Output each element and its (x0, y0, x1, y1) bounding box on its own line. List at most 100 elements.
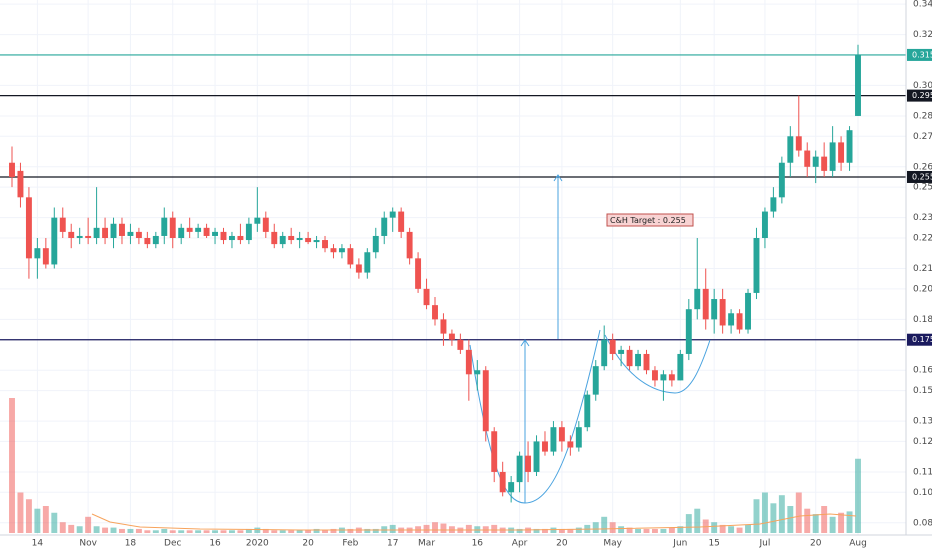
candle-body (245, 223, 252, 241)
candle-body (533, 441, 540, 472)
volume-bar (804, 508, 811, 533)
candle-body (609, 339, 616, 354)
volume-bar (169, 530, 176, 533)
volume-bar (728, 526, 735, 533)
volume-bar (372, 528, 379, 533)
candle-body (516, 455, 523, 483)
volume-bar (322, 530, 328, 533)
y-tick-label: 0.275 (913, 132, 932, 142)
volume-bar (76, 526, 83, 533)
volume-bar (85, 516, 92, 533)
volume-bar (25, 499, 32, 533)
handle-curve (604, 334, 711, 394)
candle-body (635, 353, 642, 367)
candle-body (262, 217, 269, 232)
volume-bar (144, 530, 151, 533)
candle-body (212, 231, 219, 236)
volume-bar (465, 524, 472, 533)
x-tick-label: Feb (342, 539, 358, 549)
volume-bar (195, 530, 202, 533)
volume-bar (778, 495, 785, 533)
candle-body (313, 240, 320, 243)
y-tick-label: 0.100 (913, 488, 932, 498)
candle-body (525, 455, 532, 472)
y-tick-label: 0.225 (913, 234, 932, 244)
volume-bar (119, 528, 125, 533)
candle-body (59, 217, 66, 232)
y-tick-label: 0.125 (913, 437, 932, 447)
x-tick-label: Aug (849, 539, 867, 549)
candle-body (203, 227, 210, 236)
volume-bar (135, 528, 142, 533)
candle-body (440, 319, 447, 334)
volume-bar (677, 526, 684, 533)
candle-body (372, 235, 379, 253)
volume-bar (93, 526, 100, 533)
candle-body (68, 231, 75, 239)
candle-body (685, 309, 692, 354)
volume-bar (542, 528, 548, 533)
volume-bar (212, 530, 219, 533)
candle-body (389, 211, 396, 218)
x-tick-label: 14 (32, 539, 44, 549)
candle-body (474, 370, 481, 375)
y-tick-label: 0.135 (913, 417, 932, 427)
candle-body (102, 227, 109, 239)
volume-bar (152, 530, 159, 533)
candle-body (355, 264, 362, 273)
candle-body (110, 223, 117, 239)
candle-body (711, 299, 718, 320)
y-tick-label: 0.250 (913, 183, 932, 193)
x-tick-label: 20 (556, 539, 568, 549)
candle-body (804, 150, 811, 167)
candle-body (736, 313, 743, 330)
candle-body (186, 227, 193, 232)
volume-bar (618, 526, 625, 533)
candle-body (178, 227, 185, 239)
candle-body (448, 333, 455, 340)
candle-body (347, 248, 354, 265)
arrow-head (520, 339, 530, 347)
candle-body (838, 142, 845, 163)
candle-body (254, 217, 261, 224)
volume-bar (533, 528, 540, 533)
candle-body (753, 238, 760, 293)
candle-body (778, 162, 785, 198)
candle-body (127, 231, 134, 236)
candle-body (381, 217, 388, 236)
candle-body (770, 197, 777, 212)
volume-bar (423, 524, 430, 533)
volume-bar (660, 528, 667, 533)
x-tick-label: 18 (125, 539, 137, 549)
candle-body (406, 231, 413, 259)
volume-bar (643, 528, 650, 533)
volume-bar (787, 506, 794, 533)
x-tick-label: 15 (708, 539, 719, 549)
volume-bar (846, 511, 853, 533)
x-tick-label: May (603, 539, 622, 549)
y-tick-label: 0.260 (913, 162, 932, 172)
candle-body (728, 313, 735, 326)
volume-bar (685, 514, 692, 533)
x-tick-label: Apr (512, 539, 528, 549)
candle-body (812, 156, 819, 167)
volume-bar (575, 527, 582, 533)
candle-body (42, 248, 49, 265)
volume-pane (9, 398, 861, 533)
volume-bar (17, 492, 24, 533)
candle-body (567, 441, 574, 448)
volume-bar (812, 514, 819, 533)
candle-body (322, 240, 328, 249)
x-tick-label: 20 (810, 539, 822, 549)
volume-bar (42, 506, 49, 533)
volume-bar (516, 528, 523, 533)
candle-body (601, 339, 608, 367)
candle-body (119, 223, 125, 236)
y-tick-label: 0.210 (913, 264, 932, 274)
candle-body (821, 156, 828, 171)
volume-bar (313, 528, 320, 533)
candle-body (677, 353, 684, 381)
candle-body (550, 427, 557, 452)
volume-bar (245, 528, 252, 533)
